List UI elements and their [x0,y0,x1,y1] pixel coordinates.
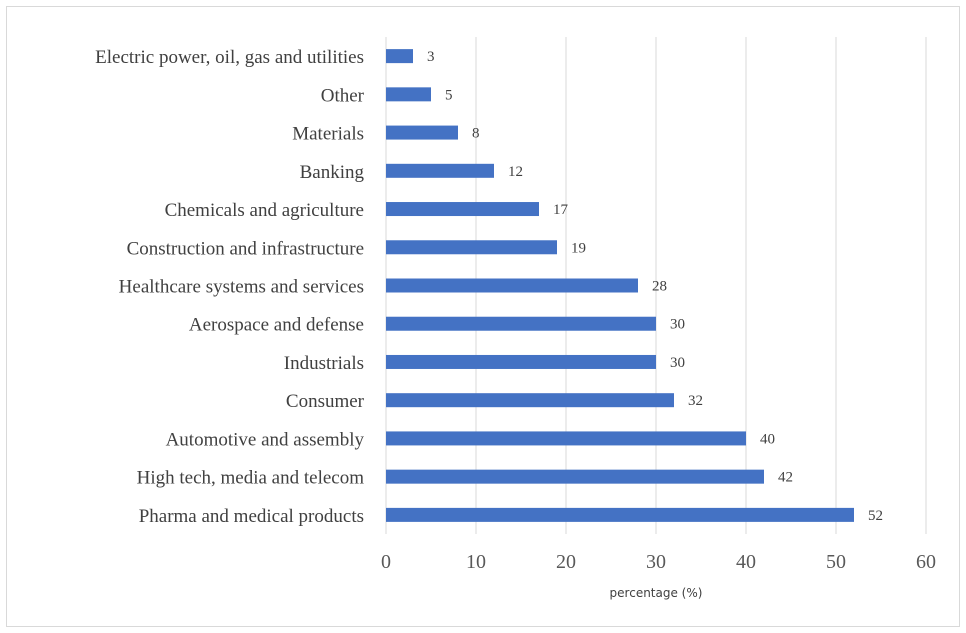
data-label: 5 [445,87,453,103]
category-label: Consumer [286,391,365,412]
bar [386,87,431,102]
x-tick-label: 20 [556,551,576,573]
x-axis-title: percentage (%) [610,586,703,600]
category-label: Other [321,85,365,106]
category-label: Materials [292,124,364,145]
x-tick-label: 60 [916,551,936,573]
data-label: 32 [688,393,703,409]
category-labels: Pharma and medical products High tech, me… [95,47,365,527]
data-label: 8 [472,126,480,142]
bar [386,469,764,484]
category-label: Electric power, oil, gas and utilities [95,47,364,68]
gridlines [385,37,927,534]
data-label: 52 [868,508,883,524]
category-label: Industrials [284,353,364,374]
category-label: Banking [300,162,365,183]
bar [386,431,746,446]
x-tick-label: 0 [381,551,391,573]
data-label: 28 [652,279,667,295]
category-label: Construction and infrastructure [127,238,364,259]
bar [386,393,674,408]
x-tick-label: 50 [826,551,846,573]
category-label: Pharma and medical products [139,506,364,527]
bar [386,202,539,217]
category-label: Healthcare systems and services [119,277,364,298]
data-label: 12 [508,164,523,180]
data-label: 30 [670,355,685,371]
data-label: 30 [670,317,685,333]
data-label: 42 [778,470,793,486]
bar [386,354,656,369]
category-label: Chemicals and agriculture [165,200,364,221]
bar [386,316,656,331]
data-label: 17 [553,202,569,218]
x-tick-label: 10 [466,551,486,573]
x-axis-ticks: 0 10 20 30 40 50 60 [381,551,936,573]
bar [386,49,413,64]
data-label: 40 [760,431,775,447]
bar [386,240,557,255]
data-label: 19 [571,240,586,256]
bars: 52 42 40 32 30 30 28 19 17 12 8 5 3 [386,49,883,524]
category-label: Aerospace and defense [189,315,364,336]
x-tick-label: 40 [736,551,756,573]
bar [386,125,458,140]
category-label: High tech, media and telecom [137,468,365,489]
chart-area [6,6,960,627]
data-label: 3 [427,49,435,65]
bar [386,278,638,293]
x-tick-label: 30 [646,551,666,573]
bar [386,507,854,522]
bar [386,163,494,178]
category-label: Automotive and assembly [166,429,365,450]
